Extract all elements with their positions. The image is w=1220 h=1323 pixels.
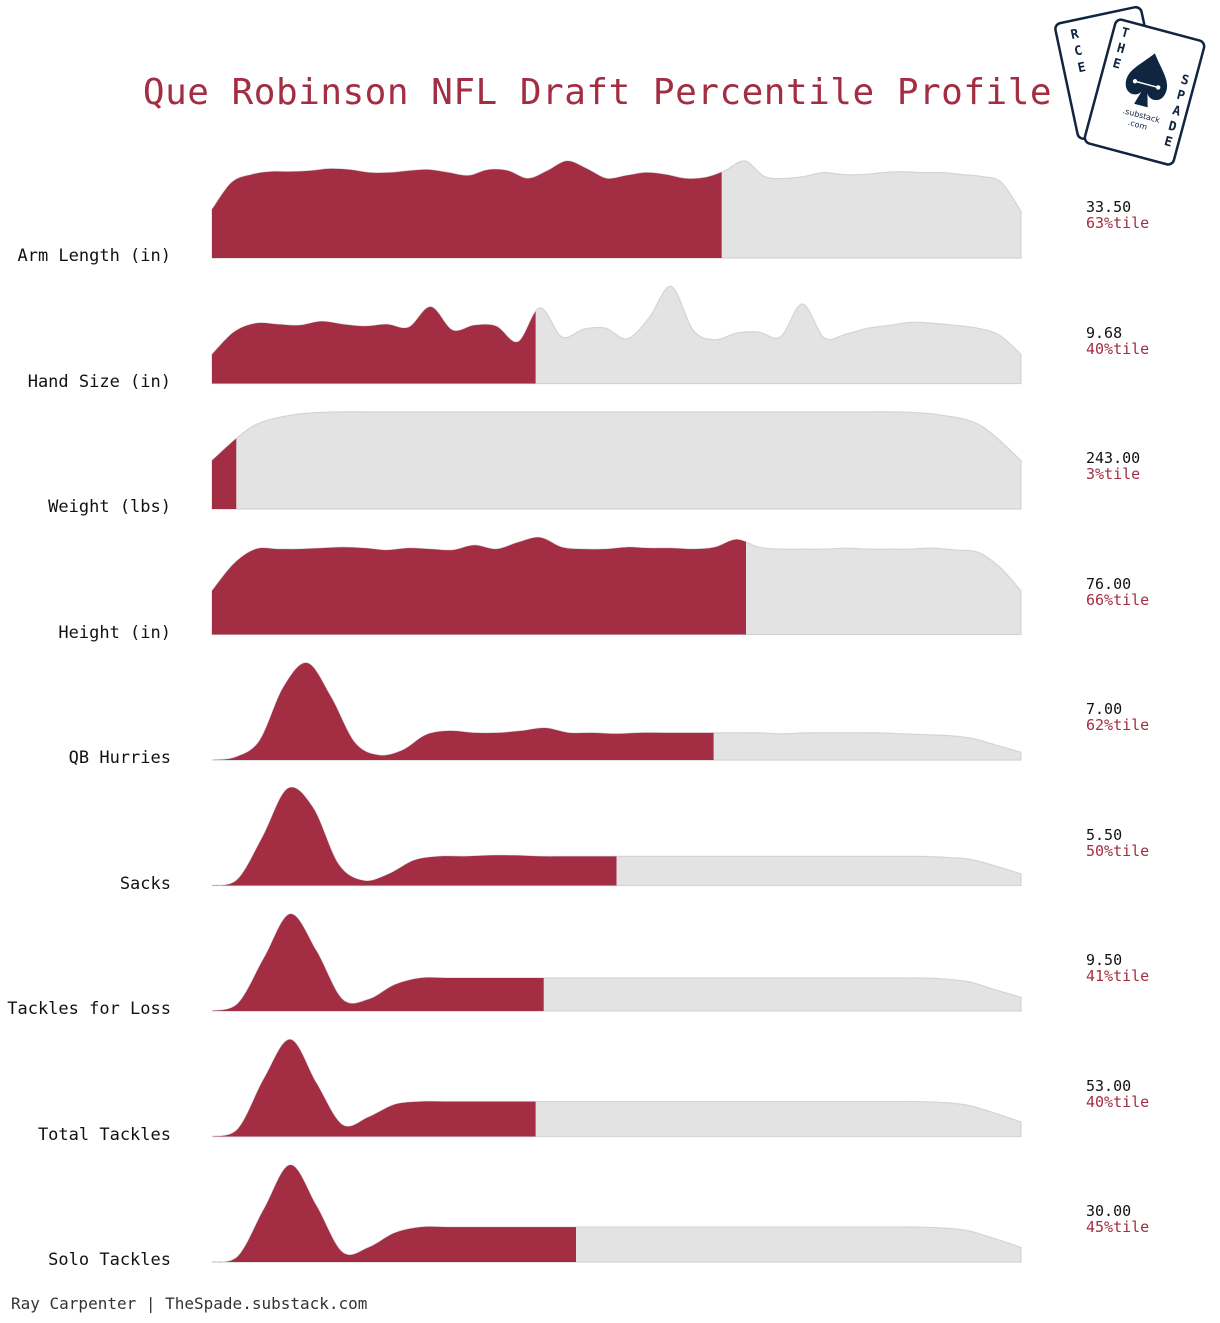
logo-letter: E	[1076, 60, 1087, 76]
ridge-8	[211, 1164, 1022, 1263]
ridge-density-area	[211, 411, 1022, 510]
logo-letter: E	[1162, 134, 1173, 151]
metric-value: 9.50	[1086, 951, 1123, 969]
metric-percentile: 40%tile	[1086, 1092, 1150, 1111]
metric-percentile: 3%tile	[1086, 465, 1141, 483]
ridge-4	[211, 662, 1022, 761]
logo-letter: T	[1119, 25, 1131, 42]
ridge-percentile-fill	[212, 662, 714, 760]
credit-line: Ray Carpenter | TheSpade.substack.com	[11, 1294, 368, 1313]
metric-value: 243.00	[1086, 449, 1141, 467]
metric-name-label: Arm Length (in)	[17, 246, 171, 266]
ridge-3	[211, 536, 1022, 636]
metric-name-label: Total Tackles	[37, 1124, 171, 1145]
logo-letter: H	[1115, 41, 1126, 58]
metric-percentile: 41%tile	[1086, 967, 1150, 985]
metric-percentile: 62%tile	[1086, 716, 1150, 734]
ridge-percentile-fill	[212, 1164, 577, 1263]
ridge-0	[211, 160, 1022, 259]
ridge-percentile-fill	[212, 438, 237, 509]
metric-value: 5.50	[1086, 825, 1123, 844]
logo-letter: R	[1069, 27, 1080, 43]
ridge-percentile-fill	[212, 913, 544, 1011]
ridge-7	[211, 1038, 1022, 1138]
metric-value: 53.00	[1086, 1076, 1132, 1095]
metric-percentile: 63%tile	[1086, 214, 1150, 232]
logo-letter: C	[1073, 43, 1084, 59]
metric-name-label: Solo Tackles	[48, 1250, 171, 1270]
metric-name-label: Tackles for Loss	[7, 999, 171, 1019]
metric-percentile: 40%tile	[1086, 339, 1150, 358]
metric-name-label: Sacks	[119, 873, 171, 894]
metric-name-label: Weight (lbs)	[48, 497, 171, 517]
chart-title: Que Robinson NFL Draft Percentile Profil…	[142, 72, 1053, 113]
metric-percentile: 45%tile	[1086, 1218, 1150, 1236]
logo-letter: S	[1179, 72, 1191, 89]
logo-letter: D	[1167, 119, 1179, 136]
logo-letter: E	[1111, 56, 1122, 73]
ridge-percentile-fill	[212, 306, 536, 384]
spade-icon	[1125, 53, 1168, 108]
logo-letter: A	[1171, 103, 1183, 120]
logo-letter: P	[1175, 88, 1187, 105]
ridge-percentile-fill	[212, 1039, 536, 1137]
metric-percentile: 66%tile	[1086, 590, 1150, 609]
metric-value: 30.00	[1086, 1202, 1132, 1220]
metric-value: 7.00	[1086, 700, 1123, 718]
logo-front-card: T H E S P A D E .substack .com	[1083, 18, 1206, 166]
ridge-percentile-fill	[212, 537, 746, 635]
metric-value: 33.50	[1086, 198, 1132, 216]
ridge-6	[211, 913, 1022, 1012]
metric-name-label: Hand Size (in)	[27, 371, 171, 392]
ridge-percentile-fill	[212, 787, 617, 886]
metric-percentile: 50%tile	[1086, 841, 1150, 860]
the-spade-logo: R C E T H E S P A D E .substack .com	[1054, 6, 1206, 166]
ridge-percentile-fill	[212, 160, 722, 258]
ridge-5	[211, 786, 1022, 887]
metric-value: 9.68	[1086, 323, 1123, 342]
metric-name-label: QB Hurries	[68, 748, 171, 768]
metric-value: 76.00	[1086, 574, 1132, 593]
ridge-1	[211, 285, 1022, 385]
ridge-2	[211, 411, 1022, 510]
metric-name-label: Height (in)	[58, 622, 171, 643]
